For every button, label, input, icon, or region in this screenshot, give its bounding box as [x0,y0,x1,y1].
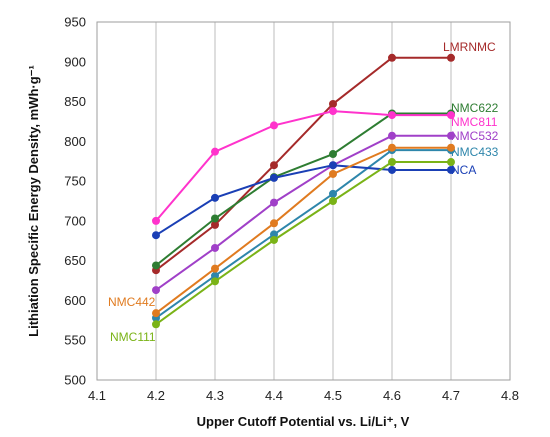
data-point [329,189,337,198]
data-point [270,235,278,244]
y-tick-labels: 500 550 600 650 700 750 800 850 900 950 [64,15,86,388]
data-point [270,198,278,207]
series-line [155,112,451,267]
x-tick-label: 4.2 [147,388,165,403]
data-point [211,147,219,156]
series-label: NMC111 [110,330,156,344]
data-point [447,53,455,62]
series-label: LMRNMC [443,40,496,54]
x-tick-labels: 4.1 4.2 4.3 4.4 4.5 4.6 4.7 4.8 [88,388,519,403]
data-point [152,286,160,295]
data-point [152,320,160,329]
data-point [211,271,219,280]
data-point [152,216,160,225]
data-point [329,197,337,205]
series-nmc622: NMC622 [152,101,499,270]
data-point [388,111,396,120]
data-point [447,131,455,140]
series-line [155,110,451,222]
y-tick-label: 950 [64,15,86,30]
data-point [329,107,337,116]
data-point [329,161,337,170]
data-point [211,193,219,202]
data-point [388,131,396,140]
x-tick-label: 4.6 [383,388,401,403]
x-tick-label: 4.5 [324,388,342,403]
data-point [211,277,219,286]
data-point [270,230,278,239]
series-line [155,146,451,314]
series-label: NMC433 [451,145,499,159]
y-tick-label: 500 [64,373,86,388]
series-label: NMC532 [451,129,499,143]
x-axis-title: Upper Cutoff Potential vs. Li/Li⁺, V [197,414,410,429]
data-point [447,158,455,167]
data-point [270,173,278,182]
series-line [155,149,451,319]
data-point [329,169,337,178]
data-point [152,309,160,318]
x-tick-label: 4.7 [442,388,460,403]
series-line [155,134,451,291]
x-tick-label: 4.8 [501,388,519,403]
x-tick-label: 4.1 [88,388,106,403]
series-line [155,56,451,271]
y-tick-label: 600 [64,293,86,308]
series-nmc442: NMC442 [108,143,455,318]
series-lmrnmc: LMRNMC [152,40,496,275]
data-point [211,220,219,229]
series-label: NMC442 [108,295,156,309]
y-tick-label: 800 [64,134,86,149]
data-point [270,121,278,130]
data-point [329,99,337,108]
y-axis-title: Lithiation Specific Energy Density, mWh·… [26,65,41,337]
series-nca: NCA [152,161,476,240]
y-tick-label: 900 [64,54,86,69]
data-point [388,158,396,167]
data-point [152,231,160,240]
data-point [388,165,396,174]
series-line [155,161,451,326]
grid-lines [155,22,452,380]
data-point [388,53,396,62]
x-tick-label: 4.3 [206,388,224,403]
data-point [447,165,455,174]
y-tick-label: 650 [64,253,86,268]
series-nmc811: NMC811 [152,107,498,225]
data-point [447,143,455,152]
series-line [155,164,451,237]
y-tick-label: 700 [64,213,86,228]
data-point [270,219,278,228]
data-point [152,261,160,270]
series-label: NMC622 [451,101,499,115]
data-point [329,150,337,159]
data-point [447,111,455,120]
series-nmc532: NMC532 [152,129,499,295]
y-tick-label: 750 [64,174,86,189]
series-nmc111: NMC111 [110,158,455,344]
data-point [211,264,219,273]
data-point [211,214,219,223]
plot-frame [96,21,511,381]
series-label: NCA [451,163,476,177]
series-label: NMC811 [451,115,498,129]
data-point [388,143,396,152]
y-tick-label: 550 [64,333,86,348]
data-point [270,161,278,170]
y-tick-label: 850 [64,94,86,109]
x-tick-label: 4.4 [265,388,283,403]
data-point [211,243,219,252]
